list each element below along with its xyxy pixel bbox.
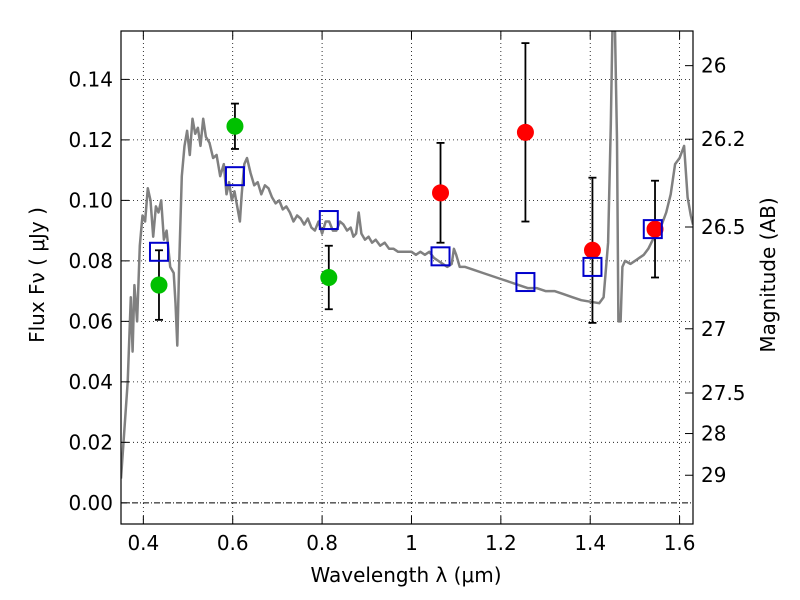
- y-tick-label: 0.00: [68, 491, 113, 515]
- y2-tick-label: 26.5: [701, 215, 746, 239]
- x-axis-label: Wavelength λ (μm): [310, 563, 501, 587]
- x-tick-label: 0.4: [127, 531, 159, 555]
- model-spectrum-line: [121, 31, 693, 479]
- x-tick-label: 1.6: [664, 531, 696, 555]
- x-tick-label: 0.6: [217, 531, 249, 555]
- model-photometry-square: [642, 219, 663, 240]
- red-data-point: [646, 220, 664, 238]
- axis-ticks: 0.4 0.6 0.8 1 1.2 1.4 1.6 0.00 0.02 0.04 0.06 0.08 0…: [68, 31, 746, 555]
- model-spectrum-layer: [121, 31, 693, 479]
- x-tick-label: 1: [405, 531, 418, 555]
- model-photometry-square: [515, 272, 536, 293]
- model-photometry-square: [224, 166, 245, 187]
- model-photometry-square: [430, 246, 451, 267]
- y-tick-label: 0.06: [68, 309, 113, 333]
- red-data-point: [516, 123, 534, 141]
- y2-tick-label: 26: [701, 54, 726, 78]
- y2-tick-label: 27: [701, 317, 726, 341]
- y2-tick-label: 29: [701, 463, 726, 487]
- y-tick-label: 0.04: [68, 370, 113, 394]
- data-marks-layer: [148, 42, 664, 324]
- green-data-point: [150, 276, 168, 294]
- model-photometry-square: [582, 256, 603, 277]
- y2-tick-label: 26.2: [701, 127, 746, 151]
- y-tick-label: 0.12: [68, 128, 113, 152]
- y-tick-label: 0.02: [68, 430, 113, 454]
- red-data-point: [432, 184, 450, 202]
- x-tick-label: 1.4: [574, 531, 606, 555]
- grid-lines: [121, 31, 693, 524]
- x-tick-label: 1.2: [485, 531, 517, 555]
- x-tick-label: 0.8: [306, 531, 338, 555]
- model-photometry-square: [148, 241, 169, 262]
- y-tick-label: 0.14: [68, 67, 113, 91]
- y-tick-label: 0.10: [68, 188, 113, 212]
- model-photometry-square: [318, 210, 339, 231]
- y-axis-label: Flux Fν ( μJy ): [25, 207, 49, 343]
- y2-tick-label: 28: [701, 422, 726, 446]
- green-data-point: [320, 269, 338, 286]
- y2-tick-label: 27.5: [701, 381, 746, 405]
- y2-axis-label: Magnitude (AB): [756, 197, 780, 352]
- red-data-point: [583, 241, 601, 259]
- green-data-point: [226, 117, 244, 135]
- y-tick-label: 0.08: [68, 249, 113, 273]
- plot-frame: [120, 30, 694, 525]
